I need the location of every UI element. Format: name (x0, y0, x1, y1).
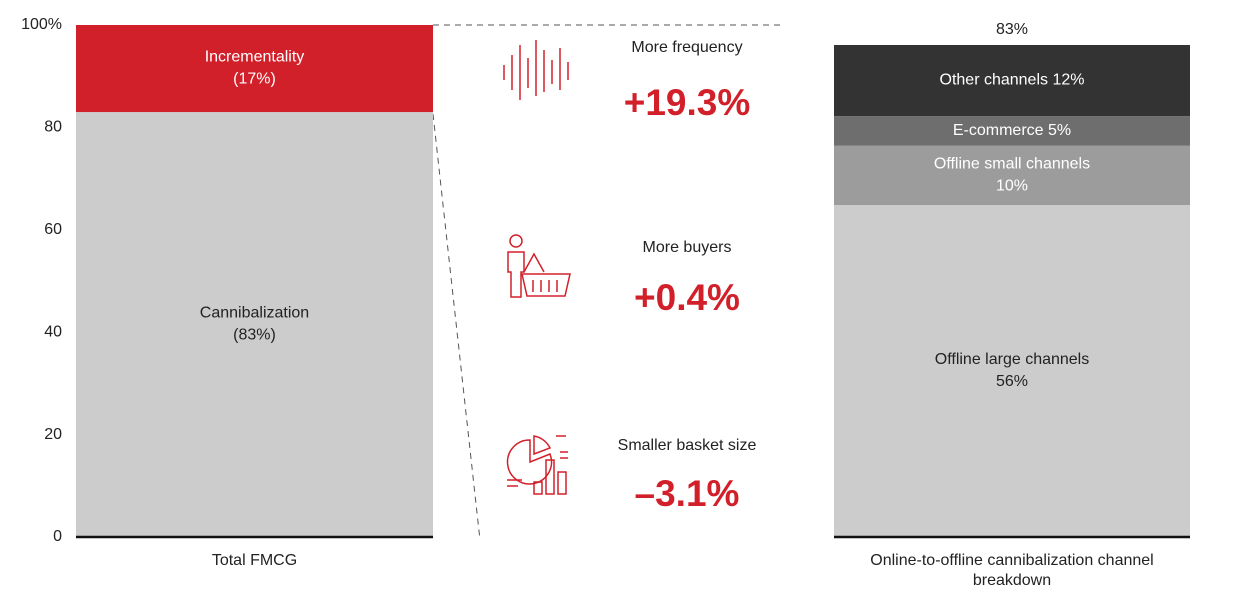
segment-value-label: 56% (996, 373, 1028, 390)
bar-segment (834, 45, 1190, 117)
y-tick-label: 60 (44, 221, 62, 238)
y-tick-label: 80 (44, 119, 62, 136)
segment-name: Incrementality (205, 49, 305, 66)
driver-label: More buyers (643, 239, 732, 256)
driver-label: More frequency (631, 39, 742, 56)
connector (432, 113, 481, 541)
bar-segment (834, 205, 1190, 537)
bar-segment (76, 25, 433, 113)
y-tick-label: 100% (21, 16, 62, 33)
segment-name: E-commerce (953, 122, 1044, 139)
segment-name: Offline small channels (934, 156, 1090, 173)
frequency-icon (503, 40, 569, 100)
driver-label: Smaller basket size (618, 437, 757, 454)
bar-segment (834, 145, 1190, 206)
category-label: Total FMCG (211, 552, 298, 569)
segment-value-label: 5% (1048, 122, 1071, 139)
bar-segment (834, 116, 1190, 146)
total-label: 83% (996, 21, 1028, 38)
y-tick-label: 20 (44, 426, 62, 443)
buyers-icon (507, 234, 571, 298)
category-label: Online-to-offline cannibalization channe… (870, 552, 1154, 589)
segment-value-label: 12% (1052, 72, 1084, 89)
segment-value-label: (17%) (233, 71, 276, 88)
segment-value-label: (83%) (233, 327, 276, 344)
driver-value: +0.4% (634, 277, 740, 318)
segment-label: Other channels 12% (940, 72, 1085, 89)
segment-name: Other channels (940, 72, 1049, 89)
segment-label: E-commerce 5% (953, 122, 1071, 139)
driver-value: –3.1% (635, 473, 740, 514)
driver-value: +19.3% (624, 82, 751, 123)
segment-name: Cannibalization (200, 305, 309, 322)
bar-segment (76, 112, 433, 537)
y-tick-label: 40 (44, 323, 62, 340)
segment-value-label: 10% (996, 178, 1028, 195)
basket-icon (506, 435, 568, 495)
segment-name: Offline large channels (935, 351, 1089, 368)
y-tick-label: 0 (53, 528, 62, 545)
